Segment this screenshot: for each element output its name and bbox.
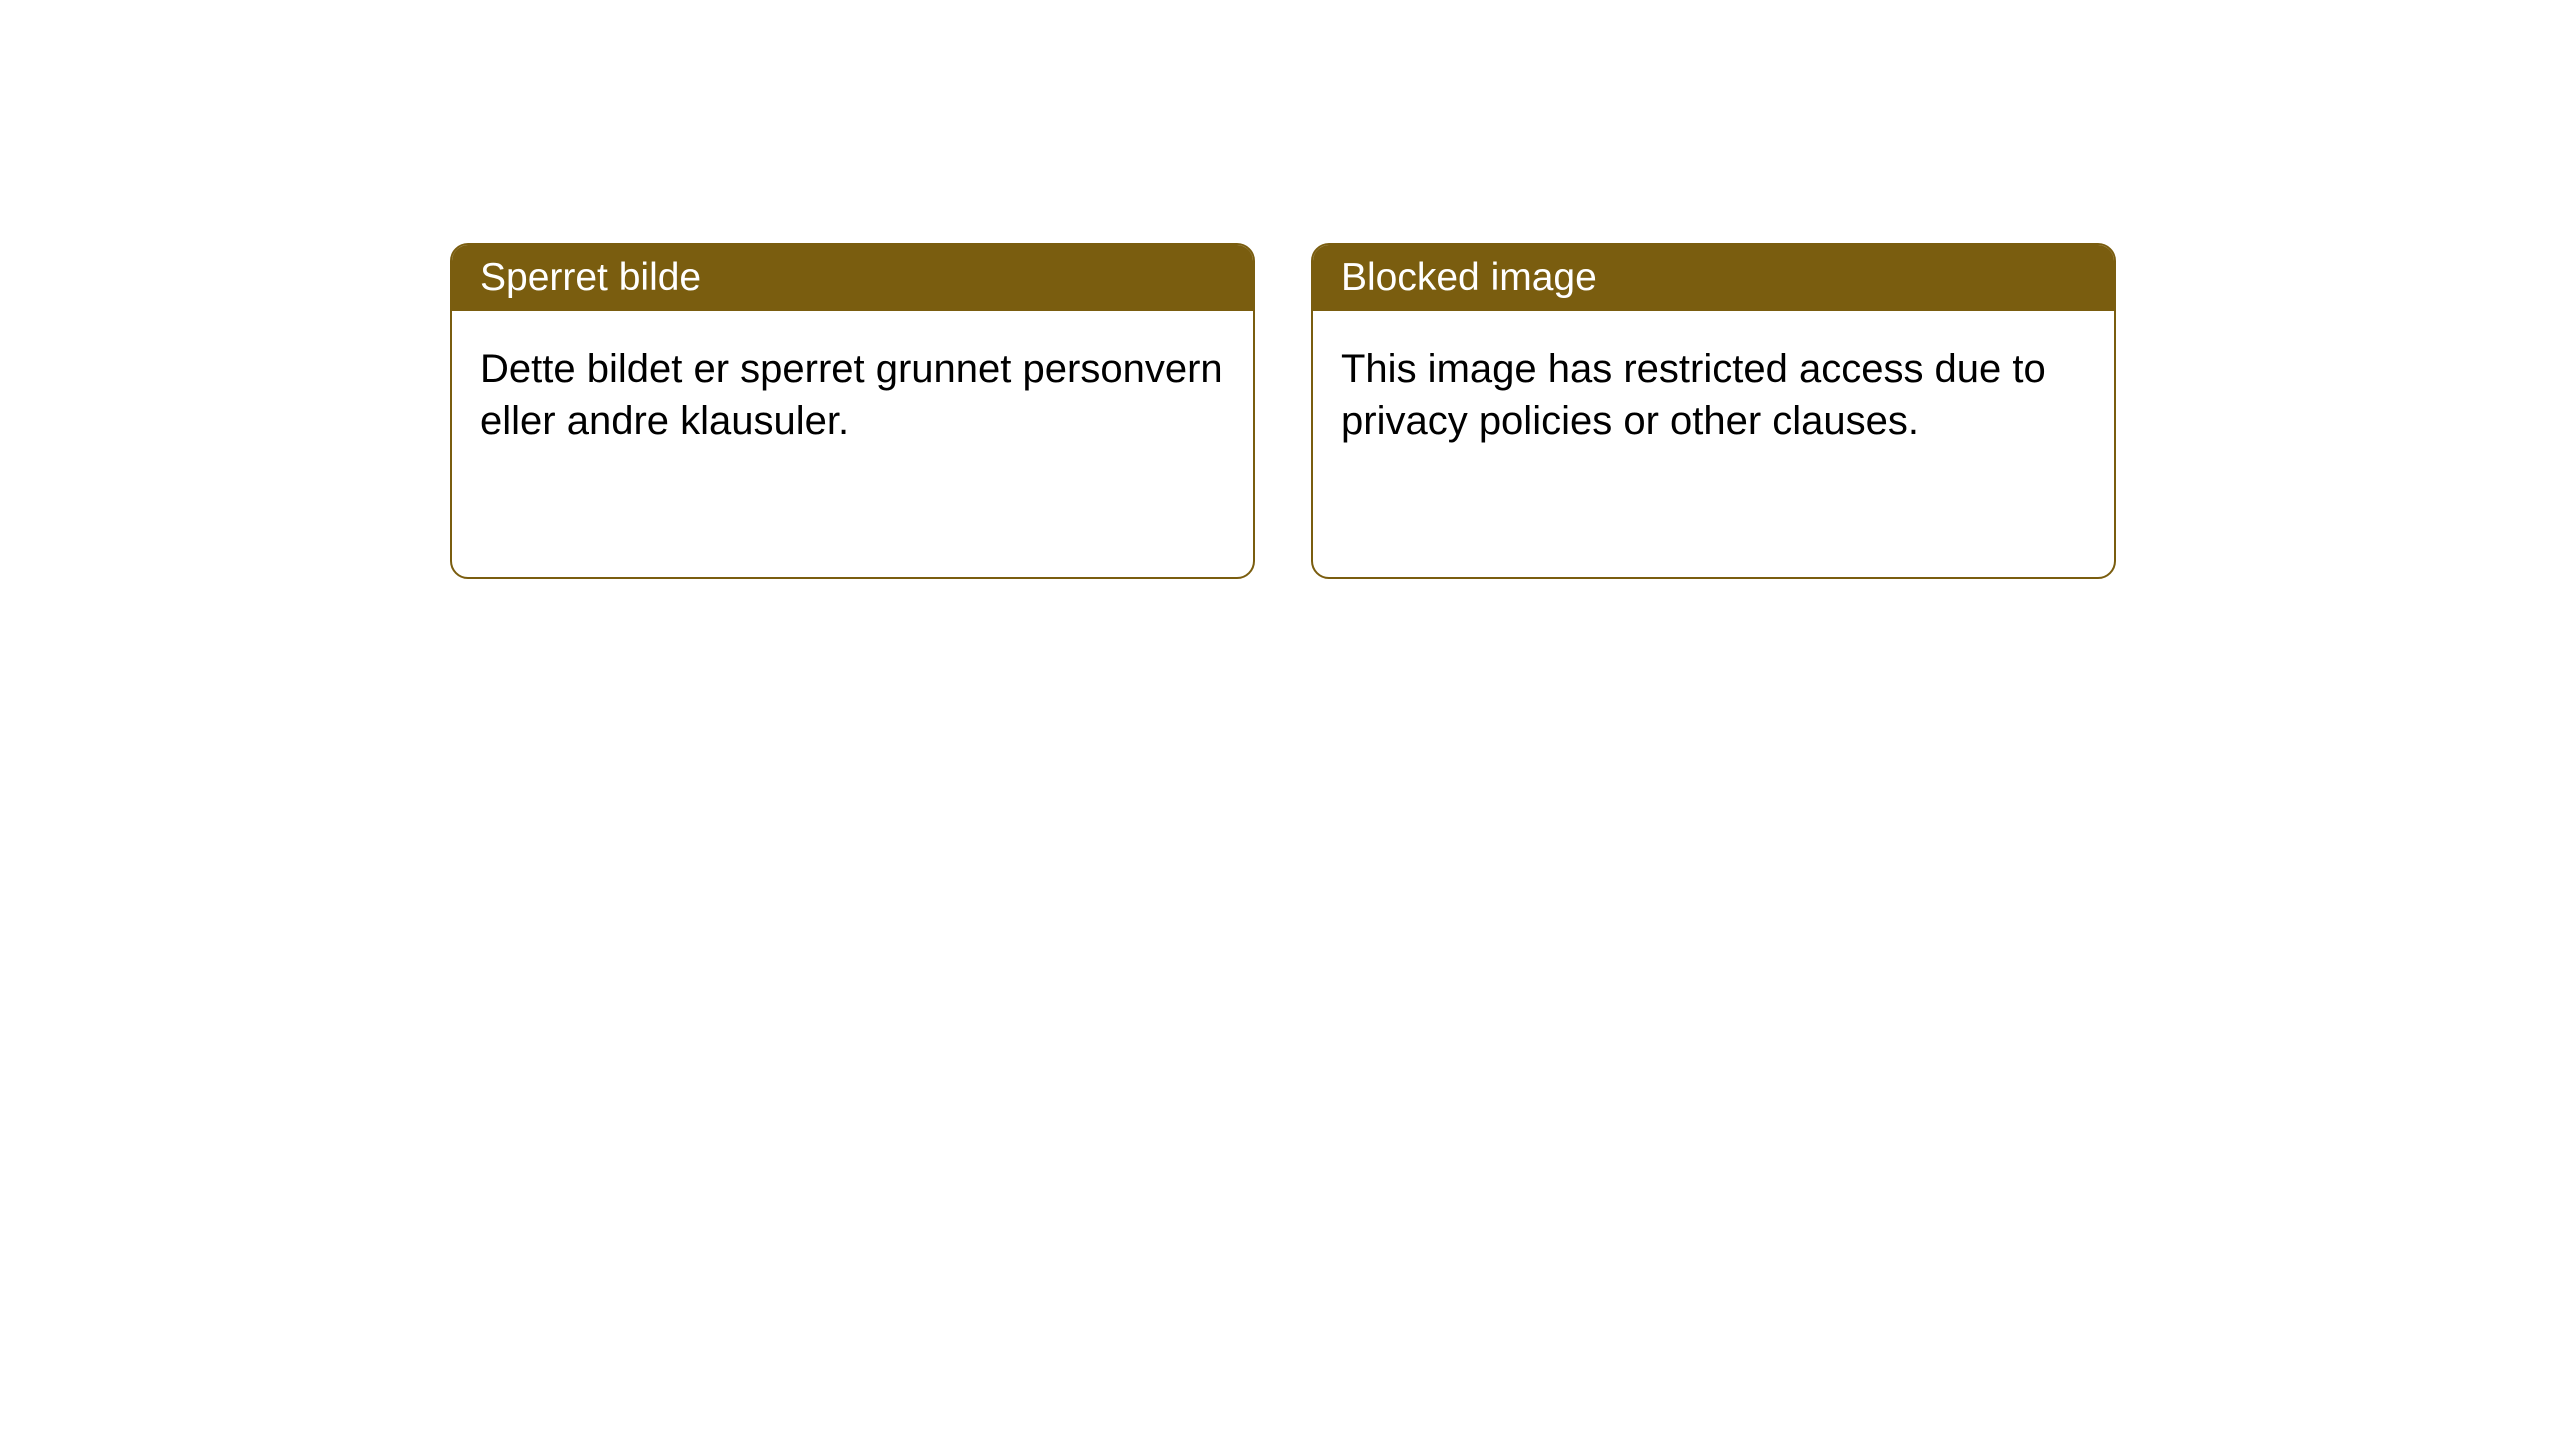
card-body-text: This image has restricted access due to … (1313, 311, 2114, 479)
card-body-text: Dette bildet er sperret grunnet personve… (452, 311, 1253, 479)
notice-container: Sperret bilde Dette bildet er sperret gr… (0, 0, 2560, 579)
notice-card-english: Blocked image This image has restricted … (1311, 243, 2116, 579)
card-title: Sperret bilde (452, 245, 1253, 311)
notice-card-norwegian: Sperret bilde Dette bildet er sperret gr… (450, 243, 1255, 579)
card-title: Blocked image (1313, 245, 2114, 311)
